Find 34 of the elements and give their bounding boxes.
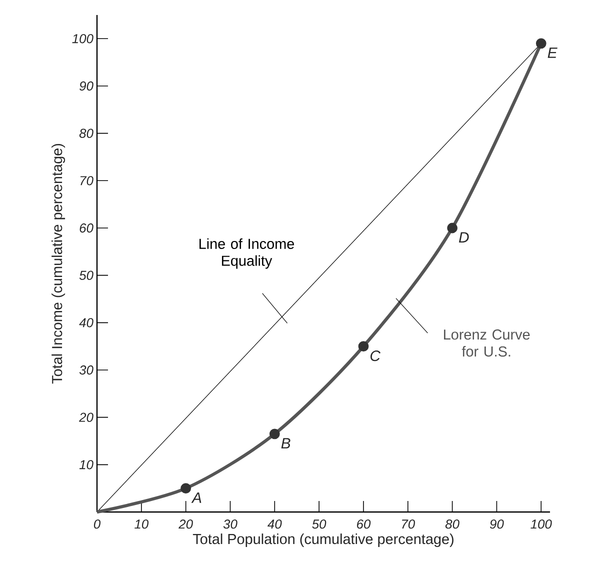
x-tick-label: 100: [530, 520, 552, 529]
point: [180, 483, 192, 494]
y-tick-label: 10: [79, 460, 94, 470]
x-tick-label: 80: [445, 520, 460, 529]
x-tick-label: 10: [134, 520, 149, 529]
text: Lorenz Curve for U.S.: [444, 329, 530, 357]
y-tick-label: 100: [72, 34, 94, 44]
annotation: C: [370, 350, 381, 362]
annotation: A: [191, 492, 202, 503]
y-tick-label: 20: [78, 412, 94, 422]
point: [269, 428, 280, 440]
series-label: Line of Income Equality: [200, 238, 294, 269]
y-tick-label: 30: [79, 365, 94, 375]
point: [358, 341, 369, 352]
annotation: E: [548, 48, 558, 58]
x-tick-label: 60: [357, 520, 371, 529]
x-tick-label: 0: [94, 520, 100, 529]
x-tick-label: 90: [490, 520, 504, 529]
x-tick-label: 40: [268, 520, 282, 529]
y-tick-label: 70: [80, 176, 94, 186]
y-tick-label: 80: [79, 128, 94, 138]
x-axis-title: Total Population (cumulative percentage): [192, 534, 454, 547]
y-tick-label: 50: [79, 270, 94, 280]
y-axis-title: Total Income (cumulative percentage): [52, 144, 66, 384]
x-tick-label: 20: [178, 520, 193, 529]
annotation: D: [458, 232, 469, 242]
x-tick-label: 70: [402, 520, 415, 529]
point: [447, 222, 458, 234]
y-tick-label: 60: [80, 223, 94, 233]
annotation: B: [281, 438, 290, 448]
x-tick-label: 50: [312, 520, 326, 529]
x-tick-label: 30: [223, 520, 238, 529]
y-tick-label: 90: [80, 81, 94, 91]
y-tick-label: 40: [79, 318, 94, 328]
